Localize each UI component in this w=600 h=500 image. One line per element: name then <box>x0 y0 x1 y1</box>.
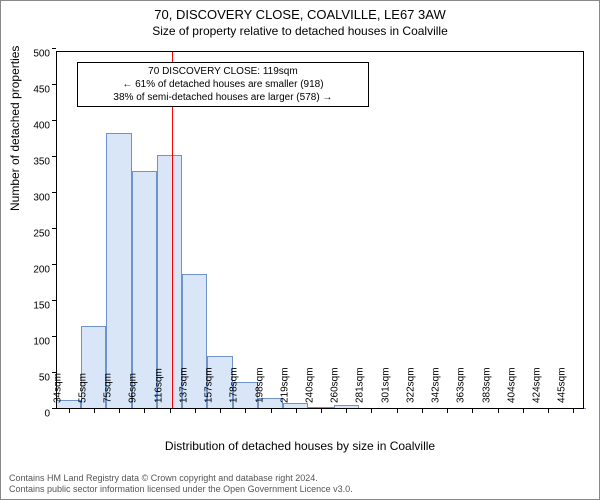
chart-area: 05010015020025030035040045050034sqm55sqm… <box>56 51 584 409</box>
y-tick-label: 200 <box>33 265 56 276</box>
annotation-line: 38% of semi-detached houses are larger (… <box>84 91 362 104</box>
y-tick-label: 500 <box>33 49 56 60</box>
x-tick-mark <box>119 409 120 413</box>
x-tick-mark <box>69 409 70 413</box>
x-tick-label: 116sqm <box>153 368 164 409</box>
x-tick-label: 178sqm <box>229 367 240 409</box>
x-tick-label: 198sqm <box>254 367 265 409</box>
y-axis-label: Number of detached properties <box>8 46 22 211</box>
y-tick-mark <box>52 264 56 265</box>
x-tick-mark <box>573 409 574 413</box>
x-tick-mark <box>271 409 272 413</box>
y-tick-mark <box>52 120 56 121</box>
y-tick-label: 450 <box>33 85 56 96</box>
page-subtitle: Size of property relative to detached ho… <box>1 24 599 38</box>
x-tick-mark <box>498 409 499 413</box>
x-tick-mark <box>195 409 196 413</box>
y-tick-mark <box>52 300 56 301</box>
x-tick-label: 75sqm <box>103 373 114 409</box>
x-tick-mark <box>170 409 171 413</box>
y-tick-label: 250 <box>33 229 56 240</box>
x-tick-label: 445sqm <box>557 367 568 409</box>
y-tick-mark <box>52 228 56 229</box>
annotation-box: 70 DISCOVERY CLOSE: 119sqm← 61% of detac… <box>77 62 369 107</box>
y-tick-label: 400 <box>33 121 56 132</box>
x-tick-label: 219sqm <box>279 367 290 409</box>
x-tick-mark <box>144 409 145 413</box>
x-tick-mark <box>422 409 423 413</box>
y-tick-label: 0 <box>44 409 56 420</box>
footer-attribution: Contains HM Land Registry data © Crown c… <box>9 473 353 495</box>
x-tick-label: 383sqm <box>481 367 492 409</box>
chart-container: 70, DISCOVERY CLOSE, COALVILLE, LE67 3AW… <box>0 0 600 500</box>
x-tick-mark <box>245 409 246 413</box>
y-tick-mark <box>52 336 56 337</box>
footer-line-2: Contains public sector information licen… <box>9 484 353 495</box>
x-tick-label: 55sqm <box>77 373 88 409</box>
y-tick-mark <box>52 84 56 85</box>
x-tick-mark <box>296 409 297 413</box>
y-tick-mark <box>52 48 56 49</box>
x-tick-label: 281sqm <box>355 367 366 409</box>
x-tick-label: 363sqm <box>456 367 467 409</box>
y-tick-label: 100 <box>33 337 56 348</box>
x-tick-mark <box>371 409 372 413</box>
y-tick-mark <box>52 156 56 157</box>
x-tick-label: 424sqm <box>532 367 543 409</box>
x-tick-mark <box>523 409 524 413</box>
y-tick-label: 300 <box>33 193 56 204</box>
x-tick-label: 96sqm <box>128 373 139 409</box>
x-tick-mark <box>397 409 398 413</box>
page-title: 70, DISCOVERY CLOSE, COALVILLE, LE67 3AW <box>1 7 599 22</box>
x-tick-mark <box>548 409 549 413</box>
annotation-line: 70 DISCOVERY CLOSE: 119sqm <box>84 65 362 78</box>
y-tick-mark <box>52 192 56 193</box>
x-axis-label: Distribution of detached houses by size … <box>1 439 599 453</box>
x-tick-mark <box>321 409 322 413</box>
x-tick-label: 137sqm <box>178 367 189 409</box>
footer-line-1: Contains HM Land Registry data © Crown c… <box>9 473 353 484</box>
x-tick-mark <box>220 409 221 413</box>
x-tick-label: 404sqm <box>506 367 517 409</box>
x-tick-mark <box>472 409 473 413</box>
x-tick-mark <box>94 409 95 413</box>
x-tick-mark <box>447 409 448 413</box>
plot-area: 05010015020025030035040045050034sqm55sqm… <box>56 51 584 409</box>
x-tick-label: 157sqm <box>204 367 215 409</box>
x-tick-label: 260sqm <box>330 367 341 409</box>
x-tick-label: 34sqm <box>52 373 63 409</box>
x-tick-mark <box>346 409 347 413</box>
x-tick-label: 322sqm <box>405 367 416 409</box>
y-tick-label: 150 <box>33 301 56 312</box>
bar <box>106 133 131 409</box>
y-tick-label: 350 <box>33 157 56 168</box>
x-tick-label: 240sqm <box>305 367 316 409</box>
x-tick-label: 301sqm <box>380 367 391 409</box>
annotation-line: ← 61% of detached houses are smaller (91… <box>84 78 362 91</box>
x-tick-label: 342sqm <box>431 367 442 409</box>
